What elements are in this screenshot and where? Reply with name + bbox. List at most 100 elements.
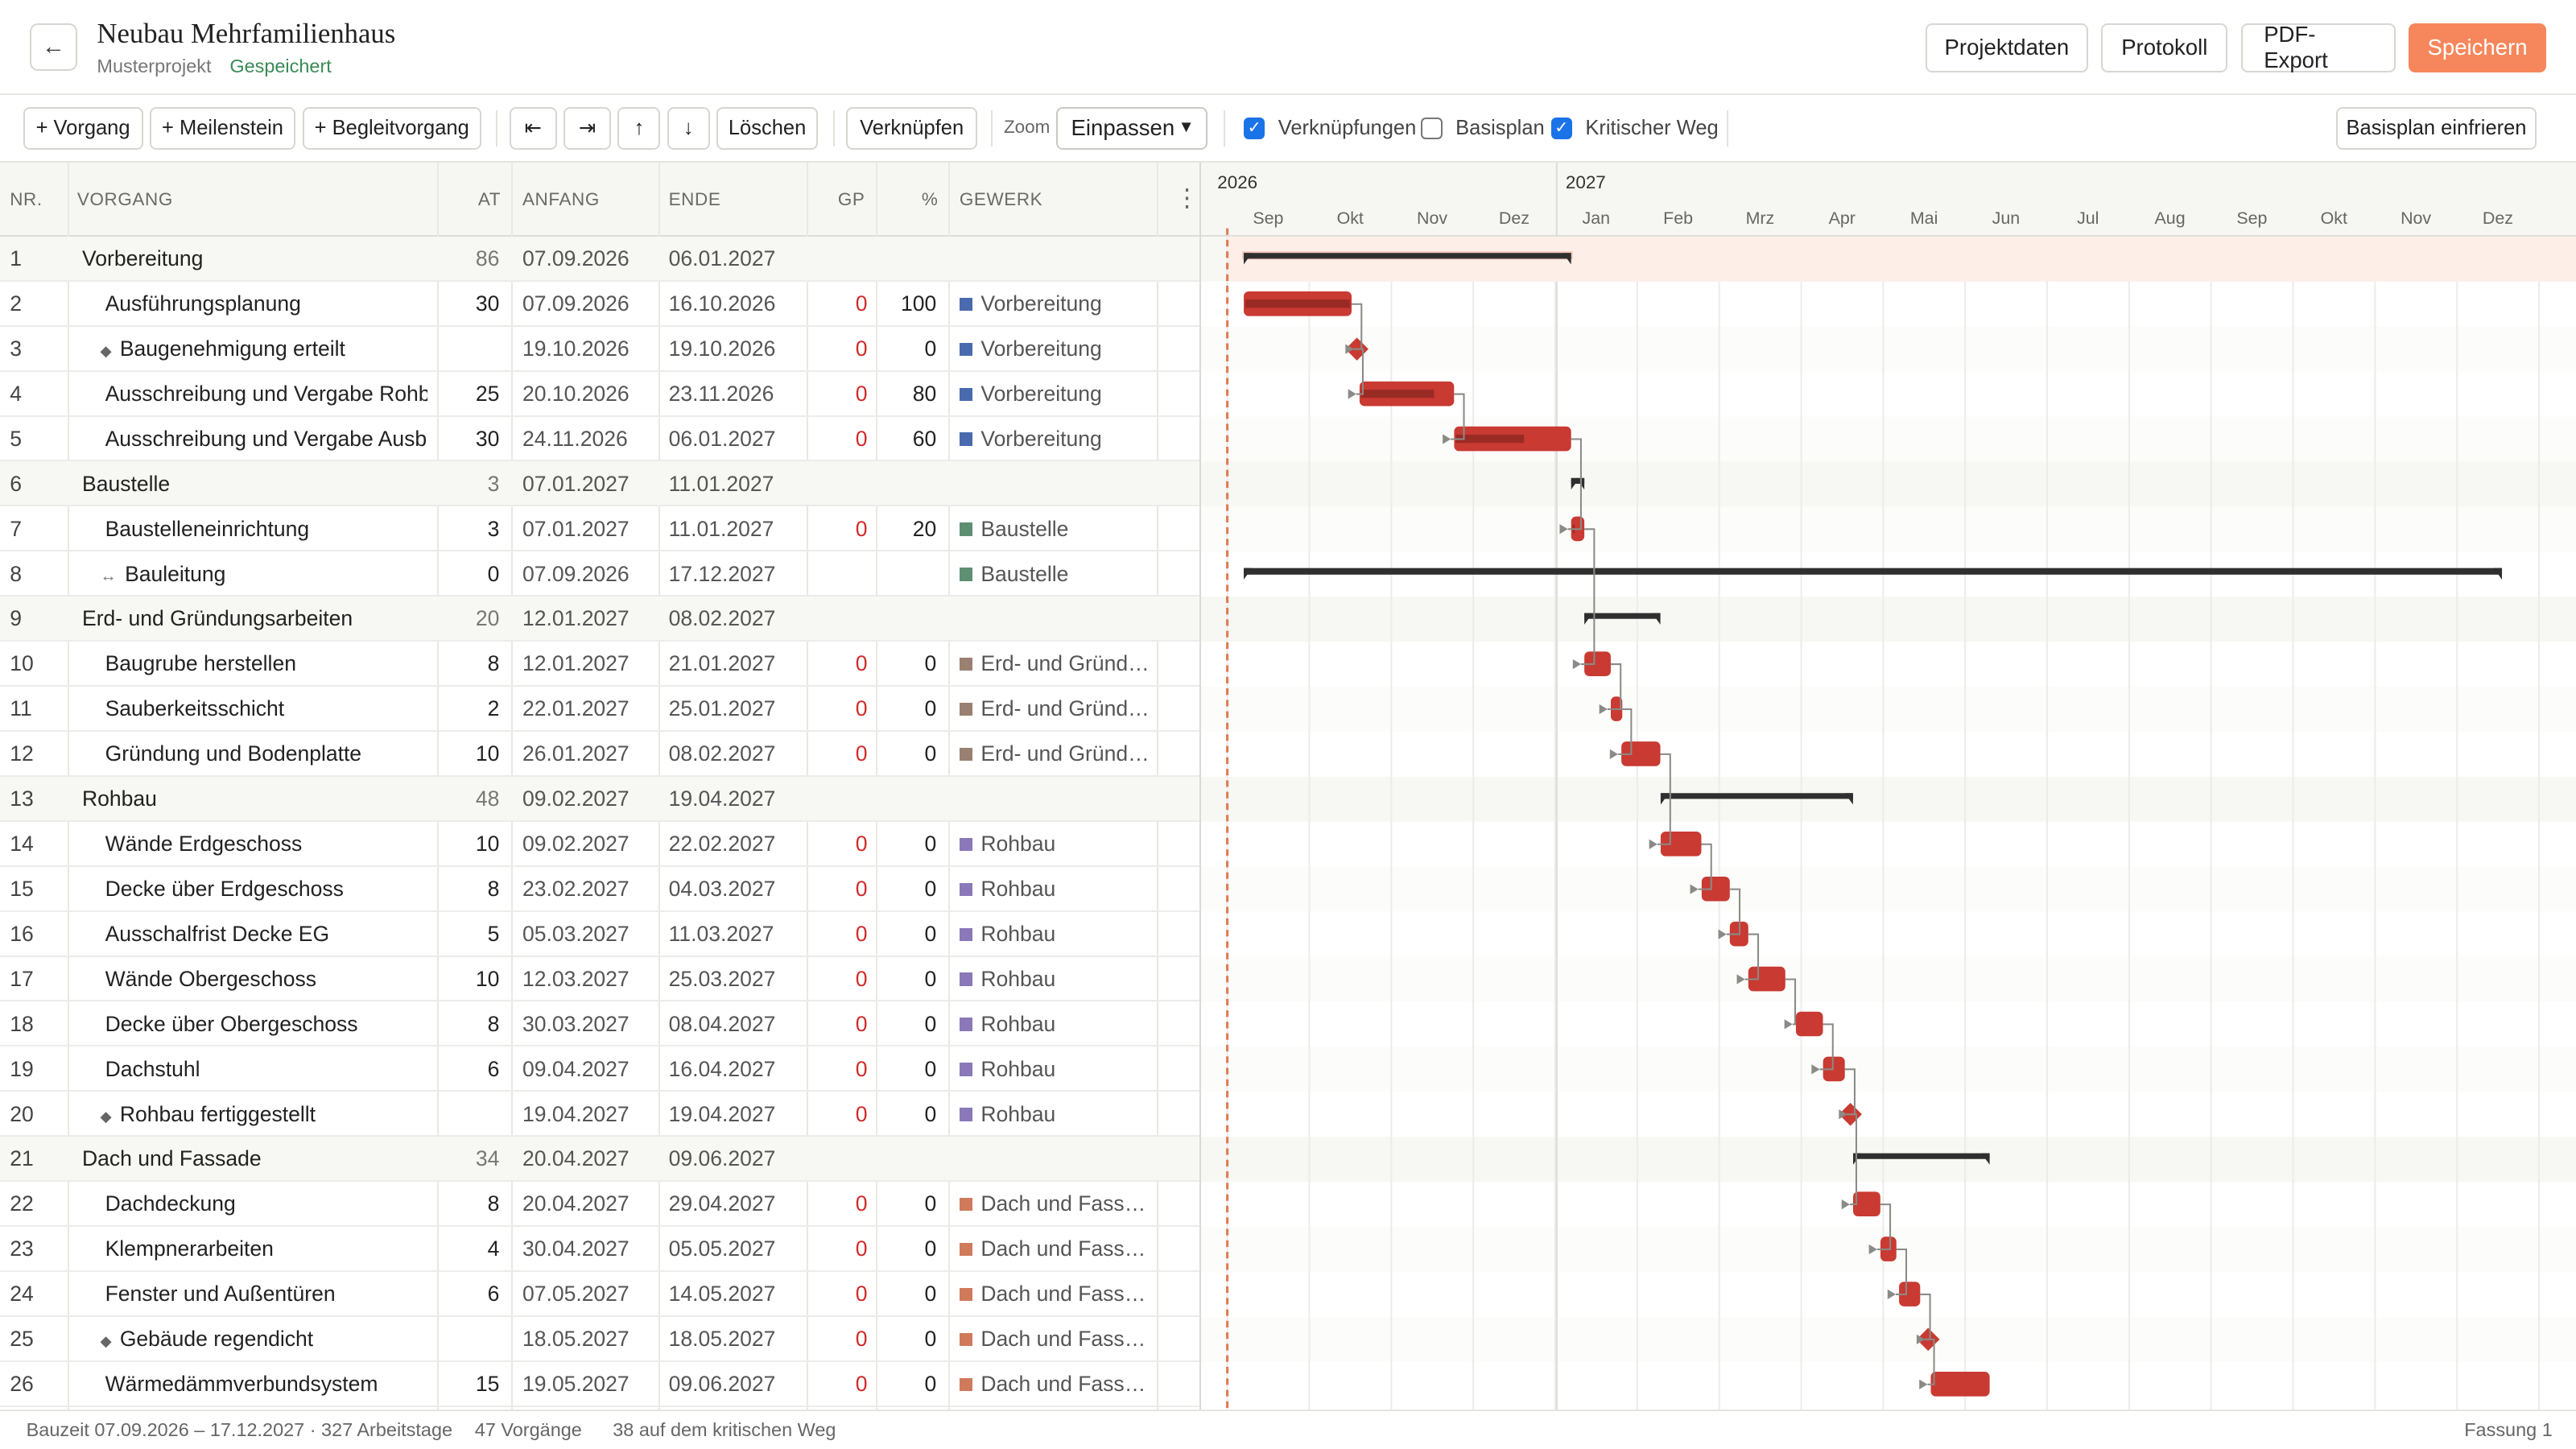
table-row[interactable]: 6 Baustelle 3 07.01.2027 11.01.2027 xyxy=(0,461,1199,507)
cell-anfang[interactable]: 07.09.2026 xyxy=(522,291,630,316)
cell-gewerk[interactable]: Rohbau xyxy=(959,1012,1150,1037)
cell-ende[interactable]: 18.05.2027 xyxy=(668,1327,776,1352)
cell-gewerk[interactable]: Rohbau xyxy=(959,1057,1150,1082)
col-header-nr[interactable]: NR. xyxy=(10,188,43,209)
cell-at[interactable]: 15 xyxy=(475,1372,500,1397)
cell-gp[interactable]: 0 xyxy=(855,291,868,316)
cell-ende[interactable]: 04.03.2027 xyxy=(668,876,776,901)
cell-ende[interactable]: 16.04.2027 xyxy=(668,1056,776,1081)
cell-vorgang[interactable]: Wände Obergeschoss xyxy=(105,967,427,992)
cell-at[interactable]: 10 xyxy=(475,741,500,766)
cell-percent[interactable]: 0 xyxy=(924,1282,937,1307)
cell-anfang[interactable]: 26.01.2027 xyxy=(522,741,630,766)
cell-ende[interactable]: 09.06.2027 xyxy=(668,1146,776,1171)
cell-anfang[interactable]: 22.01.2027 xyxy=(522,696,630,721)
zoom-select[interactable]: Einpassen ▼ xyxy=(1056,106,1208,150)
cell-gp[interactable]: 0 xyxy=(855,832,868,857)
cell-anfang[interactable]: 20.04.2027 xyxy=(522,1146,630,1171)
cell-gewerk[interactable]: Baustelle xyxy=(959,517,1150,542)
table-row[interactable]: 7 Baustelleneinrichtung 3 07.01.2027 11.01.2… xyxy=(0,506,1199,552)
cell-anfang[interactable]: 12.01.2027 xyxy=(522,606,630,631)
table-row[interactable]: 17 Wände Obergeschoss 10 12.03.2027 25.03.20… xyxy=(0,957,1199,1002)
checkbox-icon[interactable]: ✓ xyxy=(1243,118,1265,139)
cell-anfang[interactable]: 19.10.2026 xyxy=(522,336,630,361)
cell-percent[interactable]: 0 xyxy=(924,876,937,901)
table-row[interactable]: 20 ◆ Rohbau fertiggestellt 19.04.2027 19.04.… xyxy=(0,1092,1199,1137)
cell-gewerk[interactable]: Dach und Fassade xyxy=(959,1191,1150,1216)
cell-at[interactable]: 25 xyxy=(475,381,500,406)
cell-vorgang[interactable]: ◆ Rohbau fertiggestellt xyxy=(100,1102,422,1127)
cell-gewerk[interactable]: Dach und Fassade xyxy=(959,1327,1150,1352)
col-header-at[interactable]: AT xyxy=(477,188,502,209)
cell-ende[interactable]: 11.01.2027 xyxy=(668,516,774,541)
cell-anfang[interactable]: 05.03.2027 xyxy=(522,921,630,946)
table-row[interactable]: 16 Ausschalfrist Decke EG 5 05.03.2027 11.03… xyxy=(0,912,1199,957)
cell-at[interactable]: 48 xyxy=(475,786,500,811)
cell-gp[interactable]: 0 xyxy=(855,516,868,541)
cell-at[interactable]: 8 xyxy=(487,1011,500,1036)
cell-vorgang[interactable]: Sauberkeitsschicht xyxy=(105,696,427,721)
cell-anfang[interactable]: 24.11.2026 xyxy=(522,426,628,451)
cell-anfang[interactable]: 09.02.2027 xyxy=(522,832,630,857)
cell-percent[interactable]: 60 xyxy=(912,426,937,451)
cell-vorgang[interactable]: Dachstuhl xyxy=(105,1057,427,1082)
col-header-percent[interactable]: % xyxy=(921,188,939,209)
cell-anfang[interactable]: 12.01.2027 xyxy=(522,651,630,676)
cell-ende[interactable]: 06.01.2027 xyxy=(668,426,776,451)
cell-vorgang[interactable]: Gründung und Bodenplatte xyxy=(105,741,427,766)
cell-nr[interactable]: 15 xyxy=(10,876,34,901)
cell-at[interactable]: 8 xyxy=(487,651,500,676)
cell-gewerk[interactable]: Rohbau xyxy=(959,877,1150,902)
cell-ende[interactable]: 19.10.2026 xyxy=(668,336,776,361)
cell-percent[interactable]: 20 xyxy=(912,516,937,541)
cell-nr[interactable]: 7 xyxy=(10,516,22,541)
table-row[interactable]: 3 ◆ Baugenehmigung erteilt 19.10.2026 19.10.… xyxy=(0,327,1199,372)
cell-vorgang[interactable]: Baustelle xyxy=(82,472,427,497)
add-begleitvorgang-button[interactable]: + Begleitvorgang xyxy=(302,106,481,150)
indent-button[interactable]: ⇤ xyxy=(509,106,557,150)
pdf-export-button[interactable]: PDF-Export xyxy=(2240,22,2396,72)
cell-gp[interactable]: 0 xyxy=(855,336,868,361)
cell-nr[interactable]: 4 xyxy=(10,381,22,406)
checkbox-icon[interactable] xyxy=(1421,118,1443,139)
cell-nr[interactable]: 14 xyxy=(10,832,34,857)
cell-percent[interactable]: 0 xyxy=(924,696,937,721)
basisplan-checkbox[interactable]: Basisplan xyxy=(1421,117,1545,140)
cell-at[interactable]: 4 xyxy=(487,1236,500,1261)
cell-at[interactable]: 10 xyxy=(475,966,500,991)
cell-nr[interactable]: 8 xyxy=(10,561,22,586)
move-up-button[interactable]: ↑ xyxy=(617,106,661,150)
cell-nr[interactable]: 12 xyxy=(10,741,34,766)
col-header-vorgang[interactable]: VORGANG xyxy=(76,188,173,209)
cell-nr[interactable]: 9 xyxy=(10,606,22,631)
cell-anfang[interactable]: 23.02.2027 xyxy=(522,876,630,901)
cell-ende[interactable]: 19.04.2027 xyxy=(668,1101,776,1126)
cell-anfang[interactable]: 20.04.2027 xyxy=(522,1191,630,1216)
cell-vorgang[interactable]: Decke über Obergeschoss xyxy=(105,1012,427,1037)
cell-anfang[interactable]: 30.04.2027 xyxy=(522,1236,630,1261)
cell-at[interactable]: 10 xyxy=(475,832,500,857)
cell-gewerk[interactable]: Rohbau xyxy=(959,967,1150,992)
cell-gp[interactable]: 0 xyxy=(855,1101,868,1126)
cell-anfang[interactable]: 19.05.2027 xyxy=(522,1372,630,1397)
cell-gewerk[interactable]: Dach und Fassade xyxy=(959,1236,1150,1261)
cell-gp[interactable]: 0 xyxy=(855,1191,868,1216)
cell-ende[interactable]: 23.11.2026 xyxy=(668,381,774,406)
add-meilenstein-button[interactable]: + Meilenstein xyxy=(149,106,296,150)
add-vorgang-button[interactable]: + Vorgang xyxy=(23,106,143,150)
cell-vorgang[interactable]: Wände Erdgeschoss xyxy=(105,832,427,857)
cell-nr[interactable]: 11 xyxy=(10,696,32,721)
cell-ende[interactable]: 19.04.2027 xyxy=(668,786,776,811)
cell-ende[interactable]: 06.01.2027 xyxy=(668,246,776,271)
cell-gp[interactable]: 0 xyxy=(855,1011,868,1036)
table-row[interactable]: 5 Ausschreibung und Vergabe Ausbau 30 24.11… xyxy=(0,417,1199,462)
cell-nr[interactable]: 2 xyxy=(10,291,22,316)
table-row[interactable]: 19 Dachstuhl 6 09.04.2027 16.04.2027 0 0 Rohbau xyxy=(0,1046,1199,1092)
cell-anfang[interactable]: 12.03.2027 xyxy=(522,966,630,991)
cell-at[interactable]: 34 xyxy=(475,1146,500,1171)
cell-vorgang[interactable]: Vorbereitung xyxy=(82,246,427,271)
cell-gewerk[interactable]: Erd- und Gründungsarbeiten xyxy=(959,696,1150,721)
cell-ende[interactable]: 25.03.2027 xyxy=(668,966,776,991)
cell-anfang[interactable]: 30.03.2027 xyxy=(522,1011,630,1036)
table-row[interactable]: 9 Erd- und Gründungsarbeiten 20 12.01.2027 0… xyxy=(0,597,1199,642)
